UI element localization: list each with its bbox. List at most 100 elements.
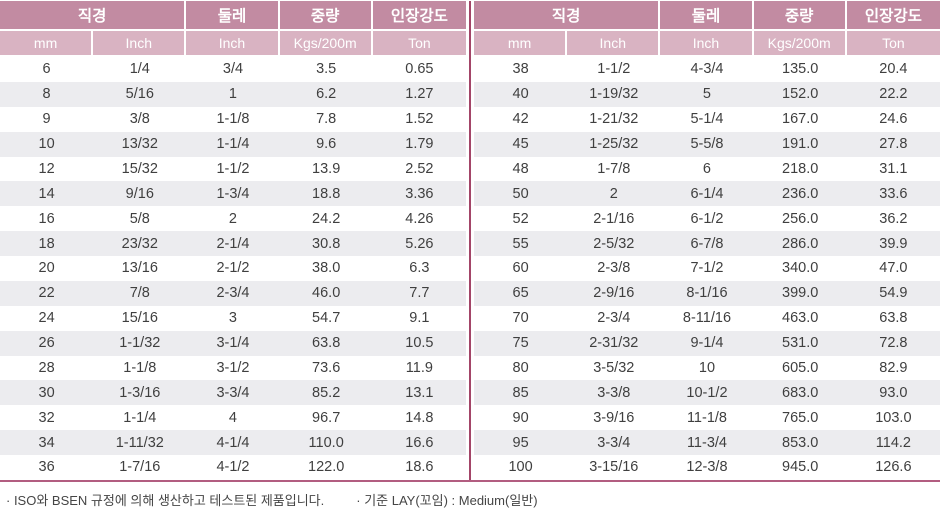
table-cell: 22	[38, 285, 55, 302]
col-header-diameter: 직경	[474, 1, 661, 31]
col-header-weight: 중량	[753, 1, 847, 31]
table-cell: 853.0	[782, 434, 819, 451]
table-cell: 11.9	[405, 359, 433, 376]
table-header: 직경 둘레 중량 인장강도 mm Inch Inch Kgs/200m Ton	[474, 1, 940, 57]
table-cell: 399.0	[782, 285, 819, 302]
table-cell: 9.1	[409, 310, 430, 327]
table-cell: 1-1/4	[216, 136, 250, 153]
table-row: 55 2-5/32 6-7/8 286.0 39.9	[474, 231, 940, 256]
table-cell: 8	[42, 86, 51, 103]
unit-ton: Ton	[846, 31, 940, 57]
table-cell: 1-7/16	[119, 459, 161, 476]
col-header-circumference: 둘레	[660, 1, 754, 31]
rope-spec-table-left: 직경 둘레 중량 인장강도 mm Inch Inch Kgs/200m Ton …	[0, 1, 466, 480]
table-row: 95 3-3/4 11-3/4 853.0 114.2	[474, 430, 940, 455]
table-cell: 5-5/8	[690, 136, 724, 153]
table-cell: 3-3/8	[597, 384, 631, 401]
table-cell: 26	[38, 335, 55, 352]
table-cell: 2.52	[405, 160, 434, 177]
table-cell: 100	[508, 459, 533, 476]
table-cell: 38.0	[312, 260, 341, 277]
unit-inch-diameter: Inch	[567, 31, 661, 57]
table-cell: 72.8	[879, 335, 908, 352]
table-cell: 50	[512, 185, 529, 202]
table-cell: 605.0	[782, 359, 819, 376]
table-cell: 2-1/2	[216, 260, 250, 277]
table-cell: 683.0	[782, 384, 819, 401]
table-cell: 152.0	[782, 86, 819, 103]
table-row: 22 7/8 2-3/4 46.0 7.7	[0, 280, 466, 306]
table-cell: 3-15/16	[589, 459, 639, 476]
table-cell: 135.0	[782, 61, 819, 78]
table-cell: 54.9	[879, 285, 908, 302]
table-cell: 48	[512, 160, 529, 177]
table-cell: 1-1/8	[216, 111, 250, 128]
table-cell: 39.9	[879, 235, 908, 252]
table-cell: 1-19/32	[589, 86, 639, 103]
table-cell: 2	[609, 185, 618, 202]
table-cell: 73.6	[312, 359, 341, 376]
table-cell: 32	[38, 409, 55, 426]
table-cell: 18.8	[312, 185, 341, 202]
table-cell: 114.2	[875, 434, 911, 451]
table-row: 48 1-7/8 6 218.0 31.1	[474, 157, 940, 182]
table-cell: 5-1/4	[690, 111, 724, 128]
table-cell: 6	[702, 160, 711, 177]
table-cell: 2-3/4	[216, 285, 250, 302]
table-cell: 1-1/4	[123, 409, 157, 426]
table-cell: 1	[228, 86, 237, 103]
table-cell: 10	[698, 359, 716, 376]
table-cell: 63.8	[879, 310, 908, 327]
table-row: 32 1-1/4 4 96.7 14.8	[0, 405, 466, 430]
table-cell: 6-1/4	[690, 185, 724, 202]
table-cell: 85.2	[312, 384, 341, 401]
table-cell: 13/16	[121, 260, 158, 277]
table-cell: 2-3/8	[597, 260, 631, 277]
center-divider	[466, 1, 474, 480]
table-cell: 7.8	[316, 111, 337, 128]
table-cell: 36	[38, 459, 55, 476]
table-cell: 40	[512, 86, 529, 103]
col-header-weight: 중량	[279, 1, 373, 31]
table-row: 90 3-9/16 11-1/8 765.0 103.0	[474, 405, 940, 430]
table-row: 100 3-15/16 12-3/8 945.0 126.6	[474, 455, 940, 480]
table-cell: 52	[512, 210, 529, 227]
table-cell: 8-11/16	[682, 310, 732, 327]
table-cell: 463.0	[782, 310, 819, 327]
table-cell: 6	[42, 61, 51, 78]
unit-inch-circumference: Inch	[186, 31, 280, 57]
table-cell: 22.2	[879, 86, 908, 103]
table-row: 16 5/8 2 24.2 4.26	[0, 206, 466, 231]
table-cell: 4-1/4	[216, 434, 250, 451]
table-cell: 191.0	[782, 136, 819, 153]
table-cell: 3-1/2	[216, 359, 250, 376]
unit-inch-diameter: Inch	[93, 31, 187, 57]
table-cell: 90	[512, 409, 529, 426]
table-row: 6 1/4 3/4 3.5 0.65	[0, 57, 466, 82]
table-cell: 3/8	[129, 111, 150, 128]
table-cell: 34	[38, 434, 55, 451]
table-cell: 4	[228, 409, 237, 426]
table-cell: 1.52	[405, 111, 434, 128]
table-cell: 46.0	[312, 285, 341, 302]
table-cell: 36.2	[879, 210, 908, 227]
table-row: 85 3-3/8 10-1/2 683.0 93.0	[474, 380, 940, 406]
table-cell: 54.7	[312, 310, 341, 327]
col-header-tensile-strength: 인장강도	[846, 1, 940, 31]
table-row: 70 2-3/4 8-11/16 463.0 63.8	[474, 306, 940, 331]
rope-spec-table-right: 직경 둘레 중량 인장강도 mm Inch Inch Kgs/200m Ton …	[474, 1, 940, 480]
table-cell: 2-1/4	[216, 235, 250, 252]
table-cell: 3	[228, 310, 237, 327]
table-cell: 30.8	[312, 235, 341, 252]
table-cell: 945.0	[782, 459, 819, 476]
table-cell: 3-3/4	[216, 384, 250, 401]
unit-inch-circumference: Inch	[660, 31, 754, 57]
spec-tables-container: 직경 둘레 중량 인장강도 mm Inch Inch Kgs/200m Ton …	[0, 1, 940, 482]
table-row: 8 5/16 1 6.2 1.27	[0, 81, 466, 107]
table-body-right: 38 1-1/2 4-3/4 135.0 20.4 40 1-19/32 5 152.0 22.2…	[474, 57, 940, 480]
table-cell: 15/16	[121, 310, 158, 327]
table-cell: 60	[512, 260, 529, 277]
table-cell: 3-3/4	[597, 434, 631, 451]
table-row: 75 2-31/32 9-1/4 531.0 72.8	[474, 330, 940, 356]
table-row: 12 15/32 1-1/2 13.9 2.52	[0, 157, 466, 182]
